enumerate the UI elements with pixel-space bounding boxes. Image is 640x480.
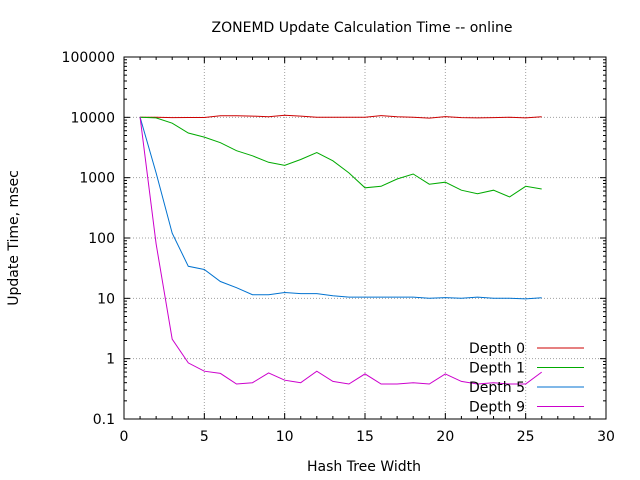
series-line-depth-5 <box>139 117 542 300</box>
y-tick-label: 1 <box>106 352 115 368</box>
y-axis-title: Update Time, msec <box>6 170 22 306</box>
series-line-depth-1 <box>140 116 542 198</box>
axes: 0 5 10 15 20 25 30 0.1 1 10 100 1000 10000 100000 <box>62 50 615 445</box>
y-tick-label: 10 <box>97 291 115 307</box>
legend-label-depth-9: Depth 9 <box>469 400 525 416</box>
x-tick-label: 20 <box>436 429 454 445</box>
x-tick-label: 25 <box>517 429 535 445</box>
x-axis-title: Hash Tree Width <box>307 459 421 475</box>
grid <box>124 57 606 419</box>
legend-label-depth-5: Depth 5 <box>469 380 525 396</box>
legend-label-depth-1: Depth 1 <box>469 361 525 377</box>
x-tick-label: 30 <box>597 429 615 445</box>
y-tick-label: 0.1 <box>93 412 115 428</box>
legend: Depth 0 Depth 1 Depth 5 Depth 9 <box>469 341 584 416</box>
y-tick-label: 1000 <box>79 171 115 187</box>
series-lines <box>139 114 542 385</box>
x-tick-label: 0 <box>120 429 129 445</box>
y-tick-label: 10000 <box>70 110 115 126</box>
series-line-depth-0 <box>140 114 542 119</box>
x-tick-label: 15 <box>356 429 374 445</box>
chart-title: ZONEMD Update Calculation Time -- online <box>212 20 513 36</box>
x-tick-label: 5 <box>200 429 209 445</box>
y-tick-label: 100000 <box>62 50 115 66</box>
legend-label-depth-0: Depth 0 <box>469 341 525 357</box>
x-tick-label: 10 <box>276 429 294 445</box>
y-tick-label: 100 <box>88 231 115 247</box>
series-line-depth-9 <box>139 117 542 385</box>
